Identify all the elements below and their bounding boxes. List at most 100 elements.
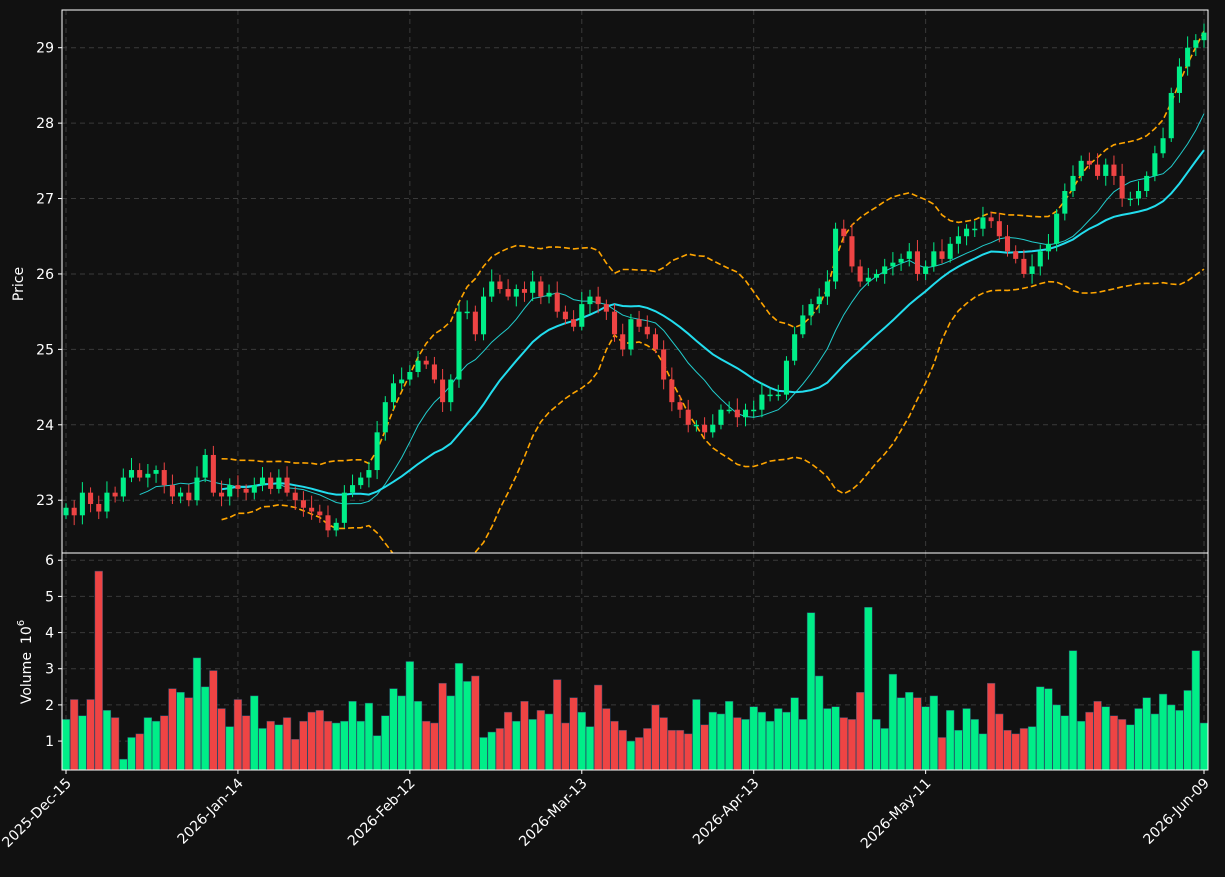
candle [669, 367, 675, 412]
candle-body [1111, 164, 1117, 176]
candle [423, 356, 429, 369]
volume-bar [479, 737, 488, 771]
volume-bar [954, 729, 963, 771]
candle-body [178, 492, 184, 497]
volume-bar [651, 704, 660, 771]
volume-bar [258, 728, 267, 771]
candle [1176, 58, 1182, 103]
candle [1054, 209, 1060, 252]
volume-bar [364, 702, 374, 771]
volume-bar [1191, 650, 1200, 771]
candle-body [521, 289, 528, 293]
candle-body [341, 492, 347, 523]
volume-bar [1052, 704, 1061, 771]
candle [890, 252, 896, 276]
volume-bar [790, 697, 799, 771]
candle-body [1029, 266, 1035, 274]
candle-body [792, 334, 798, 361]
candle-body [1037, 251, 1043, 267]
volume-bar [61, 719, 71, 771]
candle [513, 284, 519, 307]
volume-bar [201, 686, 210, 771]
candle [833, 222, 839, 290]
candle [202, 448, 208, 483]
candle-body [423, 360, 429, 365]
candle [341, 485, 347, 529]
volume-bar [577, 711, 586, 771]
volume-bar [913, 697, 922, 771]
volume-bar [143, 717, 153, 771]
volume-bar [970, 719, 979, 771]
candle-body [186, 492, 192, 501]
volume-bar [307, 711, 316, 771]
volume-bar [397, 695, 406, 771]
volume-bar [1183, 690, 1192, 771]
volume-y-ticks: 1 2 3 4 5 6 [45, 553, 62, 750]
candle-body [562, 311, 568, 320]
volume-bar [119, 758, 128, 771]
candle-body [390, 383, 397, 403]
price-y-ticks: 23 24 25 26 27 28 29 [36, 41, 62, 509]
volume-bar [1109, 715, 1119, 771]
candle [505, 279, 511, 301]
candle [1160, 127, 1166, 158]
candle-body [890, 262, 896, 267]
candle-body [611, 311, 618, 335]
candle-body [350, 485, 356, 493]
candle [1013, 245, 1019, 264]
candle [276, 469, 282, 494]
volume-axis-exponent-base: 10 [19, 626, 35, 644]
volume-bar [225, 726, 234, 771]
volume-bar [1150, 713, 1160, 771]
candle-body [702, 424, 708, 433]
candle [243, 484, 249, 501]
candle [595, 286, 601, 314]
candle [980, 206, 986, 237]
candle-body [1127, 198, 1133, 201]
candle [702, 417, 708, 439]
volume-bar [847, 719, 857, 771]
candle [112, 486, 118, 503]
candle-body [1078, 160, 1084, 176]
candle-body [775, 394, 781, 397]
volume-bar [782, 711, 791, 771]
candle [1078, 155, 1084, 182]
volume-bar [487, 731, 496, 771]
candle [472, 305, 478, 342]
volume-tick-label: 6 [45, 553, 54, 569]
candle [742, 403, 749, 427]
candle-body [120, 477, 126, 497]
volume-bar [962, 708, 971, 771]
candle-body [808, 304, 814, 316]
volume-bar [978, 733, 988, 771]
candle [1185, 36, 1191, 76]
candle [538, 276, 544, 305]
candle [358, 472, 364, 489]
candle [1152, 145, 1158, 182]
candle-body [1144, 175, 1150, 191]
candle [751, 400, 757, 419]
candle-body [1021, 258, 1027, 274]
candle [161, 462, 167, 494]
candle-body [1103, 164, 1109, 176]
candle-body [128, 470, 135, 478]
candle [1168, 87, 1174, 142]
volume-bar [708, 711, 717, 771]
volume-bars [61, 570, 1209, 771]
candle [1021, 249, 1027, 278]
candle-body [996, 221, 1002, 237]
candle-body [538, 281, 544, 297]
candle [292, 486, 298, 511]
volume-bar [896, 697, 906, 771]
candle-body [464, 311, 470, 314]
candle [1086, 152, 1092, 170]
volume-bar [839, 717, 848, 771]
candle-body [227, 485, 233, 497]
candle-body [800, 315, 806, 335]
candle-body [882, 266, 888, 274]
candle [137, 463, 143, 482]
candle-body [554, 292, 560, 312]
volume-panel-frame [61, 552, 1209, 771]
candle [210, 445, 216, 497]
volume-bar [1142, 697, 1151, 771]
